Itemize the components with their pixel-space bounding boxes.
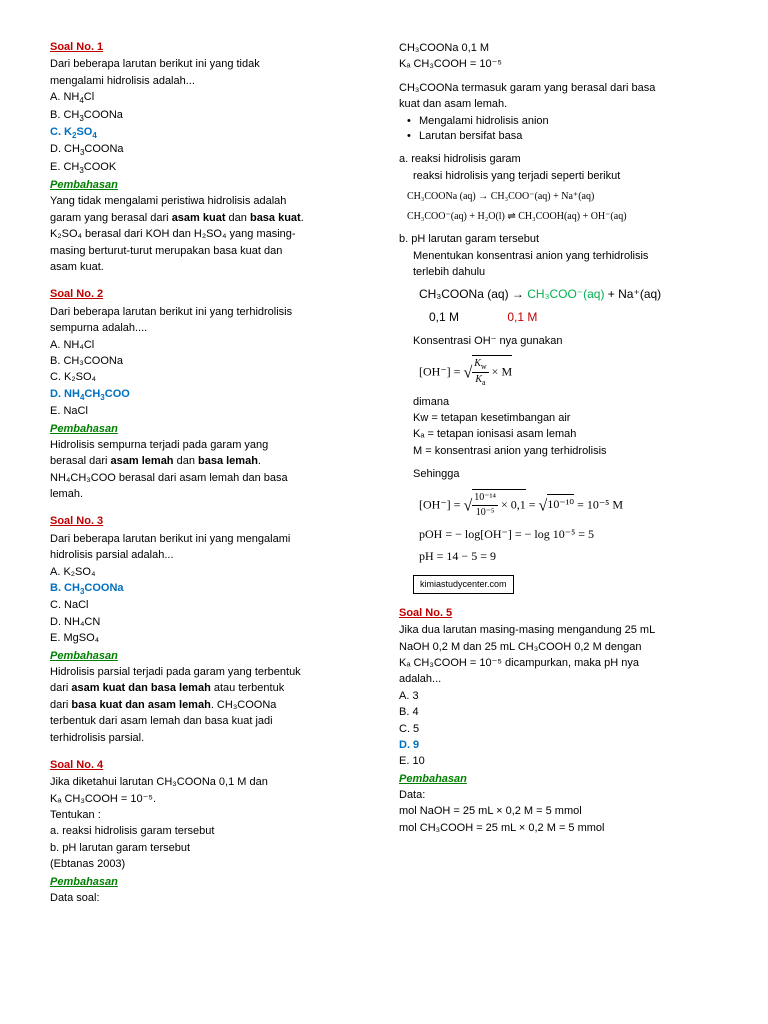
q-text: adalah... [399,672,718,687]
q-text: mengalami hidrolisis adalah... [50,74,369,89]
option-b: B. CH₃COONa [50,354,369,369]
expl-text: NH₄CH₃COO berasal dari asam lemah dan ba… [50,471,369,486]
expl-text: garam yang berasal dari asam kuat dan ba… [50,211,369,226]
option-c: C. NaCl [50,598,369,613]
q-text: Dari beberapa larutan berikut ini yang t… [50,57,369,72]
soal-3-title: Soal No. 3 [50,514,369,529]
bullet-item: Mengalami hidrolisis anion [399,114,718,129]
bullet-item: Larutan bersifat basa [399,129,718,144]
q-text: b. pH larutan garam tersebut [50,841,369,856]
expl-text: mol CH₃COOH = 25 mL × 0,2 M = 5 mmol [399,821,718,836]
expl-text: Data soal: [50,891,369,906]
expl-text: Konsentrasi OH⁻ nya gunakan [399,334,718,349]
expl-text: reaksi hidrolisis yang terjadi seperti b… [399,169,718,184]
colored-equation-values: 0,1 M 0,1 M [399,309,718,326]
expl-text: berasal dari asam lemah dan basa lemah. [50,454,369,469]
pembahasan-label: Pembahasan [50,649,369,664]
data-text: CH₃COONa 0,1 M [399,41,718,56]
pembahasan-label: Pembahasan [50,422,369,437]
q-text: hidrolisis parsial adalah... [50,548,369,563]
data-text: Kₐ CH₃COOH = 10⁻⁵ [399,57,718,72]
dimana: dimana [399,395,718,410]
expl-text: terhidrolisis parsial. [50,731,369,746]
soal-2-title: Soal No. 2 [50,287,369,302]
sub-a: a. reaksi hidrolisis garam [399,152,718,167]
expl-text: dari asam kuat dan basa lemah atau terbe… [50,681,369,696]
option-c: C. 5 [399,722,718,737]
colored-equation: CH₃COONa (aq) → CH₃COO⁻(aq) + Na⁺(aq) [399,286,718,303]
option-e: E. NaCl [50,404,369,419]
expl-text: asam kuat. [50,260,369,275]
pembahasan-label: Pembahasan [399,772,718,787]
expl-text: terlebih dahulu [399,265,718,280]
sehingga: Sehingga [399,467,718,482]
pembahasan-label: Pembahasan [50,875,369,890]
option-b: B. 4 [399,705,718,720]
expl-text: mol NaOH = 25 mL × 0,2 M = 5 mmol [399,804,718,819]
q-text: Dari beberapa larutan berikut ini yang t… [50,305,369,320]
def-text: M = konsentrasi anion yang terhidrolisis [399,444,718,459]
expl-text: masing berturut-turut merupakan basa kua… [50,244,369,259]
def-text: Kw = tetapan kesetimbangan air [399,411,718,426]
q-text: (Ebtanas 2003) [50,857,369,872]
option-e: E. MgSO₄ [50,631,369,646]
option-d: D. CH3COONa [50,142,369,158]
option-c: C. K₂SO₄ [50,370,369,385]
expl-text: CH₃COONa termasuk garam yang berasal dar… [399,81,718,96]
q-text: Jika diketahui larutan CH₃COONa 0,1 M da… [50,775,369,790]
expl-text: Menentukan konsentrasi anion yang terhid… [399,249,718,264]
expl-text: Data: [399,788,718,803]
pembahasan-label: Pembahasan [50,178,369,193]
soal-4-title: Soal No. 4 [50,758,369,773]
option-a: A. NH4Cl [50,90,369,106]
q-text: Jika dua larutan masing-masing mengandun… [399,623,718,638]
option-c-answer: C. K2SO4 [50,125,369,141]
soal-5-title: Soal No. 5 [399,606,718,621]
sub-b: b. pH larutan garam tersebut [399,232,718,247]
q-text: Tentukan : [50,808,369,823]
option-d-answer: D. NH4CH3COO [50,387,369,403]
expl-text: K₂SO₄ berasal dari KOH dan H₂SO₄ yang ma… [50,227,369,242]
expl-text: kuat dan asam lemah. [399,97,718,112]
option-a: A. NH₄Cl [50,338,369,353]
formula-oh: [OH⁻] = √KwKa × M [419,355,718,388]
option-a: A. K₂SO₄ [50,565,369,580]
option-b-answer: B. CH3COONa [50,581,369,597]
option-d-answer: D. 9 [399,738,718,753]
expl-text: lemah. [50,487,369,502]
expl-text: Hidrolisis parsial terjadi pada garam ya… [50,665,369,680]
calculation-3: pH = 14 − 5 = 9 [419,548,718,565]
expl-text: Yang tidak mengalami peristiwa hidrolisi… [50,194,369,209]
option-b: B. CH3COONa [50,108,369,124]
q-text: Kₐ CH₃COOH = 10⁻⁵ dicampurkan, maka pH n… [399,656,718,671]
expl-text: terbentuk dari asam lemah dan basa kuat … [50,714,369,729]
option-e: E. CH3COOK [50,160,369,176]
soal-1-title: Soal No. 1 [50,40,369,55]
q-text: Kₐ CH₃COOH = 10⁻⁵. [50,792,369,807]
expl-text: Hidrolisis sempurna terjadi pada garam y… [50,438,369,453]
q-text: NaOH 0,2 M dan 25 mL CH₃COOH 0,2 M denga… [399,640,718,655]
option-a: A. 3 [399,689,718,704]
option-d: D. NH₄CN [50,615,369,630]
calculation-1: [OH⁻] = √10⁻¹⁴10⁻⁵ × 0,1 = √10⁻¹⁰ = 10⁻⁵… [419,489,718,520]
expl-text: dari basa kuat dan asam lemah. CH₃COONa [50,698,369,713]
option-e: E. 10 [399,754,718,769]
def-text: Kₐ = tetapan ionisasi asam lemah [399,427,718,442]
equation: CH₃COO⁻(aq) + H₂O(l) ⇌ CH₃COOH(aq) + OH⁻… [407,210,718,224]
calculation-2: pOH = − log[OH⁻] = − log 10⁻⁵ = 5 [419,526,718,543]
source-box: kimiastudycenter.com [413,575,514,594]
q-text: sempurna adalah.... [50,321,369,336]
equation: CH₃COONa (aq) → CH₃COO⁻(aq) + Na⁺(aq) [407,190,718,204]
q-text: Dari beberapa larutan berikut ini yang m… [50,532,369,547]
q-text: a. reaksi hidrolisis garam tersebut [50,824,369,839]
